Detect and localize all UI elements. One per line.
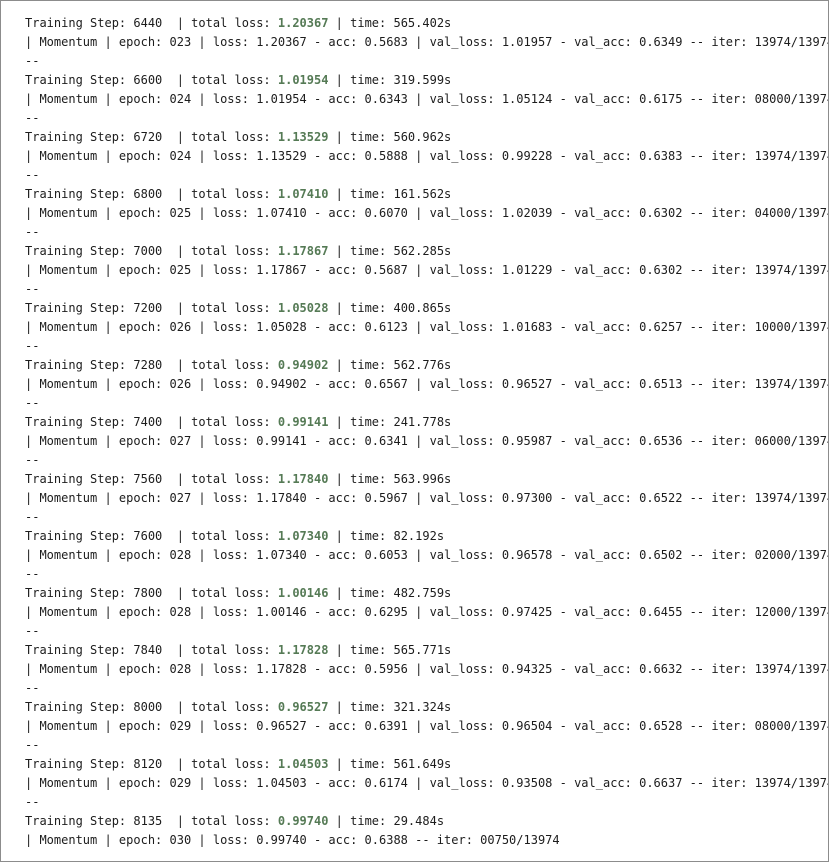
step-time: | time: 482.759s [328, 586, 452, 600]
step-time: | time: 565.402s [328, 16, 452, 30]
separator-line: -- [25, 54, 40, 68]
epoch-detail-line: | Momentum | epoch: 026 | loss: 0.94902 … [25, 377, 829, 391]
step-time: | time: 565.771s [328, 643, 452, 657]
total-loss-value: 0.96527 [277, 700, 329, 714]
separator-line: -- [25, 681, 40, 695]
training-step-line: Training Step: 7280 | total loss: 0.9490… [25, 356, 828, 375]
step-time: | time: 561.649s [328, 757, 452, 771]
step-label: Training Step: 6800 | total loss: [25, 187, 278, 201]
epoch-detail-line: | Momentum | epoch: 023 | loss: 1.20367 … [25, 35, 829, 49]
total-loss-value: 1.05028 [277, 301, 329, 315]
step-time: | time: 400.865s [328, 301, 452, 315]
epoch-detail-line: | Momentum | epoch: 029 | loss: 0.96527 … [25, 719, 829, 733]
total-loss-value: 0.99740 [277, 814, 329, 828]
step-label: Training Step: 7800 | total loss: [25, 586, 278, 600]
separator-line: -- [25, 738, 40, 752]
step-label: Training Step: 8120 | total loss: [25, 757, 278, 771]
epoch-detail-line: | Momentum | epoch: 027 | loss: 1.17840 … [25, 491, 829, 505]
training-step-line: Training Step: 7600 | total loss: 1.0734… [25, 527, 828, 546]
epoch-detail-line: | Momentum | epoch: 026 | loss: 1.05028 … [25, 320, 829, 334]
training-step-line: Training Step: 6800 | total loss: 1.0741… [25, 185, 828, 204]
step-label: Training Step: 7840 | total loss: [25, 643, 278, 657]
total-loss-value: 1.07340 [277, 529, 329, 543]
total-loss-value: 0.99141 [277, 415, 329, 429]
epoch-detail-line: | Momentum | epoch: 028 | loss: 1.17828 … [25, 662, 829, 676]
step-label: Training Step: 7600 | total loss: [25, 529, 278, 543]
step-time: | time: 82.192s [328, 529, 445, 543]
step-time: | time: 563.996s [328, 472, 452, 486]
epoch-detail-line: | Momentum | epoch: 028 | loss: 1.00146 … [25, 605, 829, 619]
training-step-line: Training Step: 7840 | total loss: 1.1782… [25, 641, 828, 660]
separator-line: -- [25, 510, 40, 524]
training-step-line: Training Step: 8120 | total loss: 1.0450… [25, 755, 828, 774]
epoch-detail-line: | Momentum | epoch: 025 | loss: 1.07410 … [25, 206, 829, 220]
step-label: Training Step: 8135 | total loss: [25, 814, 278, 828]
step-label: Training Step: 7000 | total loss: [25, 244, 278, 258]
training-step-line: Training Step: 7560 | total loss: 1.1784… [25, 470, 828, 489]
step-time: | time: 241.778s [328, 415, 452, 429]
total-loss-value: 1.17828 [277, 643, 329, 657]
step-time: | time: 562.776s [328, 358, 452, 372]
separator-line: -- [25, 795, 40, 809]
total-loss-value: 1.17840 [277, 472, 329, 486]
total-loss-value: 0.94902 [277, 358, 329, 372]
step-label: Training Step: 6720 | total loss: [25, 130, 278, 144]
separator-line: -- [25, 567, 40, 581]
epoch-detail-line: | Momentum | epoch: 029 | loss: 1.04503 … [25, 776, 829, 790]
training-step-line: Training Step: 7200 | total loss: 1.0502… [25, 299, 828, 318]
total-loss-value: 1.00146 [277, 586, 329, 600]
training-log: Training Step: 6440 | total loss: 1.2036… [25, 14, 829, 850]
total-loss-value: 1.13529 [277, 130, 329, 144]
step-time: | time: 319.599s [328, 73, 452, 87]
step-label: Training Step: 6600 | total loss: [25, 73, 278, 87]
training-step-line: Training Step: 7000 | total loss: 1.1786… [25, 242, 828, 261]
epoch-detail-line: | Momentum | epoch: 027 | loss: 0.99141 … [25, 434, 829, 448]
training-step-line: Training Step: 6440 | total loss: 1.2036… [25, 14, 828, 33]
total-loss-value: 1.04503 [277, 757, 329, 771]
total-loss-value: 1.20367 [277, 16, 329, 30]
step-time: | time: 29.484s [328, 814, 445, 828]
total-loss-value: 1.07410 [277, 187, 329, 201]
total-loss-value: 1.17867 [277, 244, 329, 258]
step-label: Training Step: 8000 | total loss: [25, 700, 278, 714]
step-label: Training Step: 7400 | total loss: [25, 415, 278, 429]
separator-line: -- [25, 396, 40, 410]
step-label: Training Step: 6440 | total loss: [25, 16, 278, 30]
step-time: | time: 562.285s [328, 244, 452, 258]
epoch-detail-line: | Momentum | epoch: 030 | loss: 0.99740 … [25, 833, 560, 847]
separator-line: -- [25, 111, 40, 125]
step-label: Training Step: 7560 | total loss: [25, 472, 278, 486]
training-step-line: Training Step: 6720 | total loss: 1.1352… [25, 128, 828, 147]
separator-line: -- [25, 168, 40, 182]
separator-line: -- [25, 453, 40, 467]
separator-line: -- [25, 225, 40, 239]
total-loss-value: 1.01954 [277, 73, 329, 87]
step-time: | time: 560.962s [328, 130, 452, 144]
step-time: | time: 321.324s [328, 700, 452, 714]
step-label: Training Step: 7280 | total loss: [25, 358, 278, 372]
training-step-line: Training Step: 7800 | total loss: 1.0014… [25, 584, 828, 603]
training-step-line: Training Step: 8000 | total loss: 0.9652… [25, 698, 828, 717]
epoch-detail-line: | Momentum | epoch: 024 | loss: 1.01954 … [25, 92, 829, 106]
training-step-line: Training Step: 7400 | total loss: 0.9914… [25, 413, 828, 432]
separator-line: -- [25, 624, 40, 638]
training-step-line: Training Step: 6600 | total loss: 1.0195… [25, 71, 828, 90]
step-time: | time: 161.562s [328, 187, 452, 201]
step-label: Training Step: 7200 | total loss: [25, 301, 278, 315]
epoch-detail-line: | Momentum | epoch: 024 | loss: 1.13529 … [25, 149, 829, 163]
separator-line: -- [25, 339, 40, 353]
training-step-line: Training Step: 8135 | total loss: 0.9974… [25, 812, 828, 831]
separator-line: -- [25, 282, 40, 296]
epoch-detail-line: | Momentum | epoch: 025 | loss: 1.17867 … [25, 263, 829, 277]
epoch-detail-line: | Momentum | epoch: 028 | loss: 1.07340 … [25, 548, 829, 562]
